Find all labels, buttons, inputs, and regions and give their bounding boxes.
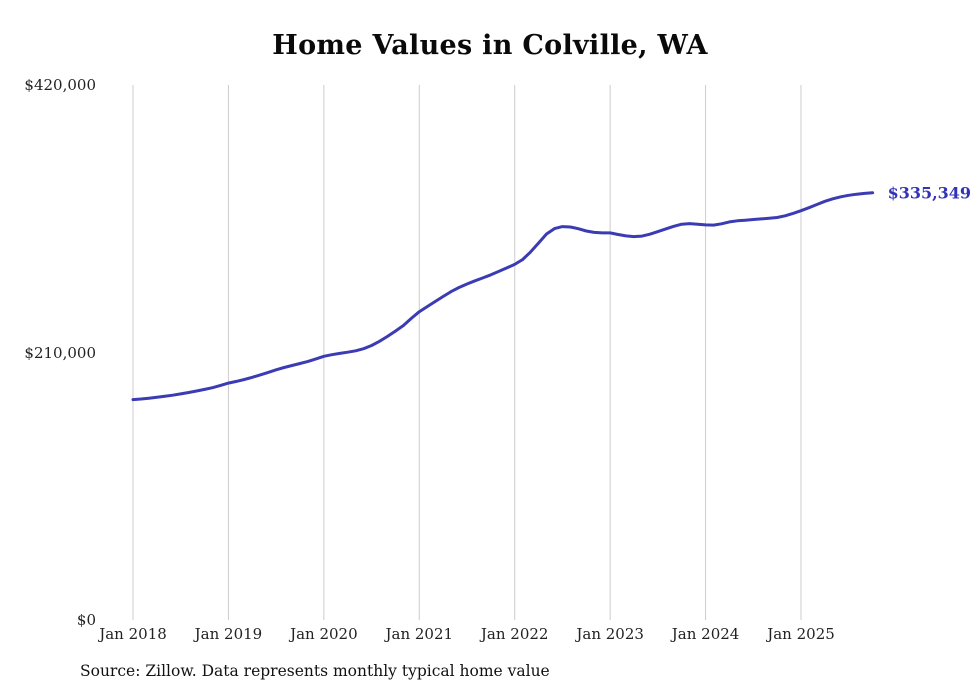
current-value-label: $335,349 — [887, 183, 972, 203]
value-line — [131, 191, 875, 402]
x-tick-label: Jan 2021 — [385, 625, 454, 643]
x-tick-label: Jan 2025 — [767, 625, 835, 643]
x-tick-label: Jan 2022 — [480, 625, 549, 643]
y-tick-label: $420,000 — [24, 76, 96, 94]
y-tick-label: $210,000 — [24, 343, 96, 362]
source-note: Source: Zillow. Data represents monthly … — [80, 662, 550, 680]
x-tick-label: Jan 2023 — [576, 625, 644, 643]
y-tick-label: $0 — [76, 611, 96, 629]
x-tick-label: Jan 2024 — [671, 625, 740, 643]
x-tick-label: Jan 2020 — [290, 625, 358, 643]
x-tick-label: Jan 2019 — [194, 625, 263, 643]
x-tick-label: Jan 2018 — [99, 625, 167, 643]
chart-title: Home Values in Colville, WA — [272, 30, 708, 61]
